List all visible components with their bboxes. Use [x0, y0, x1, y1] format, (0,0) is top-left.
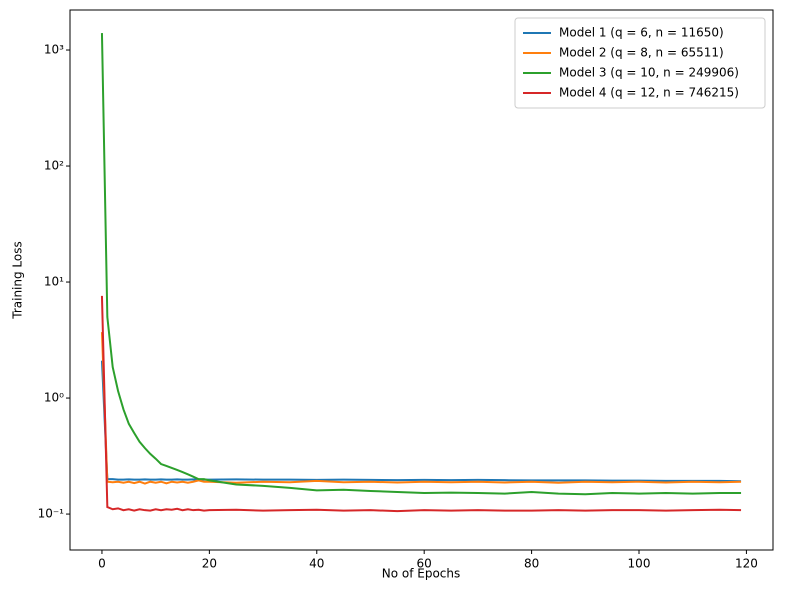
y-tick-label: 10² — [44, 159, 64, 173]
legend-box — [514, 17, 766, 109]
series-line — [100, 360, 742, 483]
x-tick-label: 60 — [417, 557, 432, 571]
series-line — [100, 295, 742, 513]
y-tick-label: 10⁻¹ — [38, 507, 65, 521]
x-axis-label: No of Epochs — [382, 567, 461, 581]
legend-label: Model 1 (q = 6, n = 11650) — [559, 26, 724, 40]
legend-label: Model 2 (q = 8, n = 65511) — [559, 46, 724, 60]
x-tick-label: 20 — [202, 557, 217, 571]
x-tick-label: 80 — [524, 557, 539, 571]
x-tick-label: 120 — [735, 557, 758, 571]
y-axis-label: Training Loss — [11, 241, 25, 319]
y-tick-label: 10³ — [44, 43, 64, 57]
legend-label: Model 3 (q = 10, n = 249906) — [559, 66, 739, 80]
x-tick-label: 40 — [309, 557, 324, 571]
series-line — [100, 33, 742, 496]
plot-frame — [69, 9, 774, 551]
series-line — [100, 332, 742, 485]
legend-label: Model 4 (q = 12, n = 746215) — [559, 86, 739, 100]
x-tick-label: 0 — [98, 557, 106, 571]
x-tick-label: 100 — [628, 557, 651, 571]
y-tick-label: 10¹ — [44, 275, 64, 289]
y-tick-label: 10⁰ — [44, 391, 64, 405]
